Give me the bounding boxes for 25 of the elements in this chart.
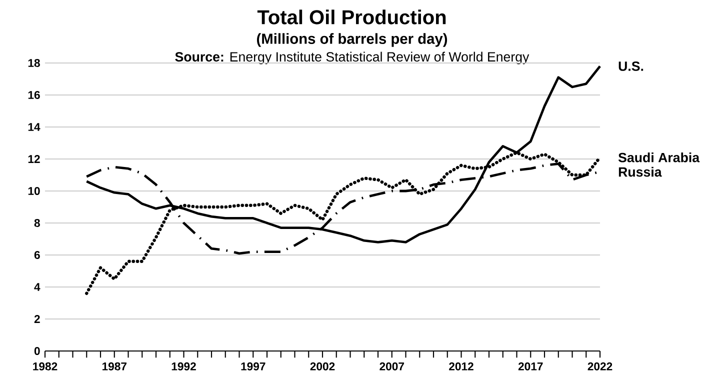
y-tick-label: 16	[28, 91, 40, 100]
annotation: Source: Energy Institute Statistical Review of World Energy	[175, 52, 530, 64]
x-tick-label: 1992	[172, 362, 196, 370]
y-tick-label: 14	[28, 123, 40, 131]
y-tick-label: 0	[34, 346, 40, 356]
y-tick-label: 8	[34, 219, 40, 228]
series-label: U.S.	[618, 61, 644, 71]
chart-title: Total Oil Production	[257, 10, 446, 24]
chart-subtitle: (Millions of barrels per day)	[256, 33, 448, 47]
y-tick-label: 2	[34, 315, 40, 323]
y-tick-label: 18	[28, 59, 40, 68]
x-tick-label: 2022	[588, 362, 612, 370]
x-tick-label: 1987	[102, 362, 126, 370]
x-tick-label: 2002	[310, 362, 335, 370]
x-tick-label: 2007	[380, 362, 404, 370]
y-tick-label: 6	[34, 250, 40, 260]
x-tick-label: 1982	[33, 362, 58, 370]
x-tick-label: 1997	[241, 362, 266, 370]
series-label: Russia	[618, 166, 662, 177]
x-tick-label: 2012	[449, 362, 474, 370]
y-tick-label: 12	[28, 155, 40, 163]
y-tick-label: 10	[28, 187, 40, 196]
series-label: Saudi Arabia	[618, 152, 700, 162]
x-tick-label: 2017	[518, 362, 543, 370]
y-tick-label: 4	[34, 283, 40, 291]
